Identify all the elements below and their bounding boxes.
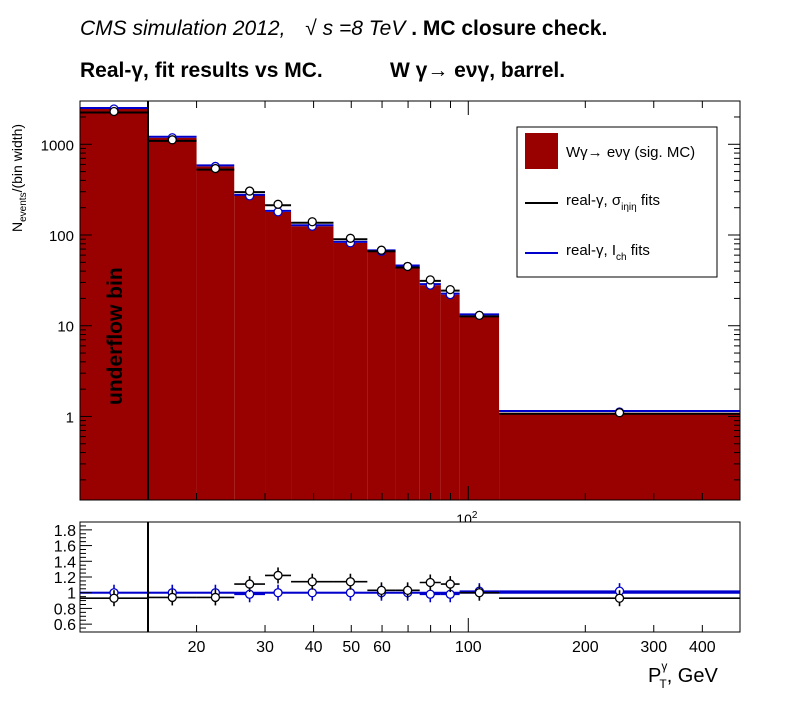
energy: =8 TeV [339,17,407,40]
mc-bar [367,251,396,500]
x-axis-label-part: P [648,665,661,687]
ich-ratio-point [307,588,317,598]
sigma-ratio-point [376,585,387,596]
title-bold: . MC closure check. [411,17,607,40]
mc-bar [234,195,266,500]
legend-label-tail: fits [627,242,650,259]
legend-label-tail: fits [637,192,660,209]
sigma-ratio-point [425,577,435,588]
mc-bar [333,242,368,500]
ratio-y-tick-label: 1 [67,586,76,603]
ratio-frame [79,521,741,633]
ratio-y-tick-label: 0.6 [54,617,76,634]
sigma-point [445,284,455,295]
sigma-ratio-point [109,593,119,603]
sigma-point [167,135,177,145]
title-line2-left: Real-γ, fit results vs MC. [80,59,323,82]
ratio-x-tick-label: 30 [256,639,274,656]
mc-bar [265,211,292,500]
ratio-y-tick-label: 1.4 [54,554,76,571]
y-axis-label-part: N [9,222,25,232]
mc-bar [148,137,197,500]
sigma-ratio-point [210,592,221,603]
y-axis-label: Nevents/(bin width) [9,124,29,232]
title-italic: CMS simulation 2012, [80,17,285,40]
sigma-point [425,275,435,285]
ratio-x-tick-label: 20 [188,639,206,656]
legend-label: real-γ, σ [566,192,622,209]
ratio-panel: 0.60.811.21.41.61.8 20 30 40 50 60 100 200 300 40… [54,521,741,691]
x-axis-label-part: , GeV [667,665,719,687]
legend-entry: Wγ→ eνγ (sig. MC) [566,144,695,161]
sigma-point [402,261,413,272]
sigma-ratio-point [614,593,625,603]
sqrt-s: s [323,17,334,40]
legend-entry: real-γ, Ich fits [566,242,650,263]
sigma-ratio-point [244,579,255,589]
plot-frame [79,100,741,501]
legend-label-sub: iηiη [621,202,637,213]
sigma-ratio-point [345,577,356,587]
sigma-point [109,106,119,117]
sigma-point [244,186,255,196]
ratio-y-tick-label: 1.6 [54,539,76,556]
ratio-x-tick-label: 400 [689,639,716,656]
ich-point [273,207,283,217]
sigma-ratio-point [307,577,317,587]
ratio-x-tick-label: 300 [640,639,667,656]
y-tick-label: 1000 [41,137,74,154]
sigma-point [210,163,221,174]
title-line1: CMS simulation 2012, √ s =8 TeV . MC clo… [80,17,607,40]
ratio-y-tick-label: 1.2 [54,570,76,587]
mc-bar [459,315,500,500]
ratio-x-tick-label: 50 [342,639,360,656]
x-axis-label: Pγ T, GeV [648,659,718,691]
underflow-annotation: underflow bin [104,267,127,405]
ratio-x-tick-label: 40 [305,639,323,656]
y-axis-label-part: events [18,192,29,221]
ratio-y-tick-label: 1.8 [54,523,76,540]
y-tick-label: 10 [57,319,74,336]
mc-bar [419,285,441,500]
mc-bar [395,267,420,500]
x-tick-label-exp: 2 [472,510,478,521]
sigma-point [307,217,317,227]
mc-bar [291,226,334,500]
sigma-point [376,245,387,255]
sigma-point [345,233,356,243]
mc-bar [440,294,460,500]
y-tick-label: 1 [66,409,74,426]
legend-label: Wγ→ eνγ (sig. MC) [566,144,695,161]
ratio-x-tick-label: 200 [572,639,599,656]
sigma-ratio-point [402,585,413,596]
ich-ratio-point [345,588,356,598]
mc-bar [196,166,235,500]
legend-swatch-mc [525,133,558,169]
ratio-x-tick-label: 100 [455,639,482,656]
sigma-ratio-point [273,570,283,581]
sigma-ratio-point [167,592,177,603]
sigma-point [474,310,484,321]
legend-label-sub: ch [616,252,627,263]
ratio-y-tick-label: 0.8 [54,601,76,618]
mc-bar [499,412,740,500]
sigma-point [614,408,625,418]
y-axis-label-part: /(bin width) [9,124,25,192]
title-line2-right: W γ→ eνγ, barrel. [390,59,565,82]
sqrt-symbol: √ [305,17,317,40]
ich-ratio-point [425,589,435,599]
sigma-point [273,199,283,209]
ratio-x-tick-label: 60 [373,639,391,656]
legend-entry: real-γ, σiηiη fits [566,192,660,213]
mc-bar [80,108,148,500]
x-axis-label-part: γ [661,659,667,673]
sigma-ratio-point [445,579,455,589]
ich-ratio-point [273,588,283,598]
y-tick-label: 100 [49,228,74,245]
x-axis-label-part: T [659,677,667,691]
legend-label: real-γ, I [566,242,616,259]
sigma-ratio-point [474,588,484,598]
